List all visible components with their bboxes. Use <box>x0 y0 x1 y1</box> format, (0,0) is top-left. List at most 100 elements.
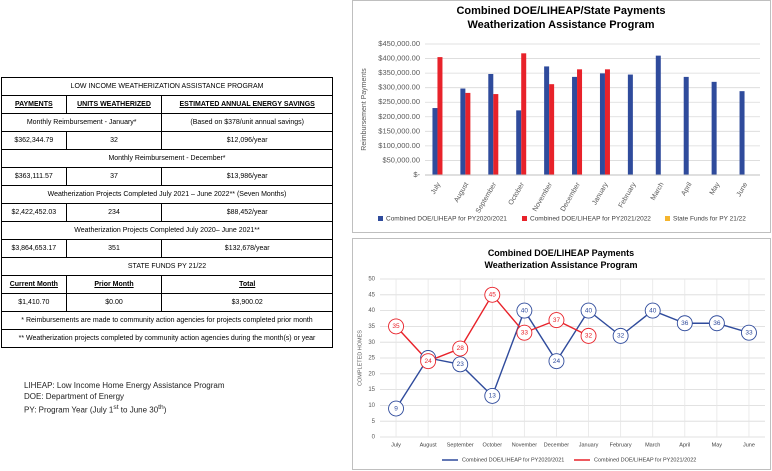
cell: $363,111.57 <box>1 167 67 186</box>
y-tick-label: $100,000.00 <box>378 141 420 150</box>
x-tick-label: June <box>743 442 755 448</box>
y-tick-label: 45 <box>368 292 375 298</box>
y-tick-label: 30 <box>368 340 375 346</box>
legend-label: Combined DOE/LIHEAP for PY2021/2022 <box>530 216 651 223</box>
cell: 32 <box>65 131 163 150</box>
y-tick-label: 5 <box>372 419 376 425</box>
y-tick-label: $250,000.00 <box>378 97 420 106</box>
y-tick-label: 35 <box>368 324 375 330</box>
point <box>420 353 437 370</box>
data-label: 45 <box>489 292 497 299</box>
legend-label: Combined DOE/LIHEAP for PY2020/2021 <box>462 457 564 463</box>
bar <box>683 76 689 175</box>
y-tick-label: 50 <box>368 277 375 283</box>
footnote: ** Weatherization projects completed by … <box>1 329 333 348</box>
data-label: 9 <box>394 405 398 412</box>
data-label: 32 <box>585 333 593 340</box>
bar <box>577 69 583 175</box>
chart-title: Combined DOE/LIHEAP Payments <box>488 248 634 258</box>
cell: $12,096/year <box>161 131 333 150</box>
bar <box>544 66 550 175</box>
x-tick-label: July <box>391 442 401 448</box>
cell: $132,678/year <box>161 239 333 258</box>
cell: $3,900.02 <box>161 293 333 312</box>
section-note: (Based on $378/unit annual savings) <box>161 113 333 132</box>
note-sup: st <box>113 404 119 411</box>
x-tick-label: May <box>712 442 723 448</box>
y-tick-label: 25 <box>368 356 375 362</box>
cell: $0.00 <box>65 293 163 312</box>
y-tick-label: 15 <box>368 387 375 393</box>
bar <box>739 91 745 175</box>
chart: Combined DOE/LIHEAP Payments Weatherizati… <box>352 238 771 470</box>
cell: 351 <box>65 239 163 258</box>
footnote: * Reimbursements are made to community a… <box>1 311 333 330</box>
bar <box>604 69 610 175</box>
cell: $1,410.70 <box>1 293 67 312</box>
bar <box>516 110 522 175</box>
note-sup: th <box>158 404 164 411</box>
legend-swatch <box>522 216 527 221</box>
bar <box>460 88 466 175</box>
note-text: PY: Program Year (July 1 <box>24 405 114 415</box>
point <box>516 324 533 341</box>
legend-label: State Funds for PY 21/22 <box>673 216 746 223</box>
bar <box>432 108 438 175</box>
bar <box>572 76 578 175</box>
cell: $13,986/year <box>161 167 333 186</box>
header-cell: Prior Month <box>65 275 163 294</box>
header-cell: Current Month <box>1 275 67 294</box>
y-tick-label: $400,000.00 <box>378 54 420 63</box>
data-label: 24 <box>553 358 561 365</box>
bar <box>655 55 661 176</box>
cell: $362,344.79 <box>1 131 67 150</box>
legend-swatch <box>665 216 670 221</box>
note: LIHEAP: Low Income Home Energy Assistanc… <box>24 381 225 390</box>
chart-subtitle: Weatherization Assistance Program <box>467 19 654 31</box>
x-tick-label: April <box>679 442 690 448</box>
bar <box>627 74 633 175</box>
data-label: 40 <box>585 307 593 314</box>
y-axis-title: Reimbursement Payments <box>361 68 368 151</box>
point <box>741 324 757 341</box>
bar <box>488 73 494 175</box>
point <box>388 400 404 417</box>
point <box>516 302 533 319</box>
point <box>708 315 725 332</box>
data-label: 36 <box>713 320 721 327</box>
header-cell: UNITS WEATHERIZED <box>65 95 163 114</box>
data-label: 28 <box>457 345 465 352</box>
y-tick-label: $200,000.00 <box>378 112 420 121</box>
data-label: 40 <box>649 307 657 314</box>
note-text: ) <box>163 405 167 415</box>
point <box>484 286 501 303</box>
bar <box>711 81 717 175</box>
point <box>484 387 501 404</box>
note: DOE: Department of Energy <box>24 392 125 401</box>
cell: $3,864,653.17 <box>1 239 67 258</box>
bar <box>599 73 605 175</box>
bar <box>437 57 443 175</box>
point <box>644 302 661 319</box>
x-tick-label: December <box>544 442 570 448</box>
y-tick-label: $150,000.00 <box>378 126 420 135</box>
note: PY: Program Year (July 1st to June 30th) <box>24 402 225 416</box>
x-tick-label: March <box>645 442 660 448</box>
point <box>388 318 404 335</box>
notes: LIHEAP: Low Income Home Energy Assistanc… <box>24 380 225 416</box>
x-tick-label: November <box>512 442 538 448</box>
data-label: 40 <box>521 307 529 314</box>
point <box>580 302 597 319</box>
table: LOW INCOME WEATHERIZATION ASSISTANCE PRO… <box>0 77 333 348</box>
y-tick-label: 20 <box>368 371 375 377</box>
x-tick-label: August <box>420 442 438 448</box>
point <box>676 315 693 332</box>
table-title: LOW INCOME WEATHERIZATION ASSISTANCE PRO… <box>1 77 333 96</box>
section-label: Monthly Reimbursement - December* <box>1 149 333 168</box>
bar <box>465 92 471 175</box>
point <box>580 327 597 344</box>
y-tick-label: 0 <box>372 435 376 441</box>
y-tick-label: $450,000.00 <box>378 39 420 48</box>
data-label: 24 <box>425 358 433 365</box>
chart-subtitle: Weatherization Assistance Program <box>484 260 637 270</box>
